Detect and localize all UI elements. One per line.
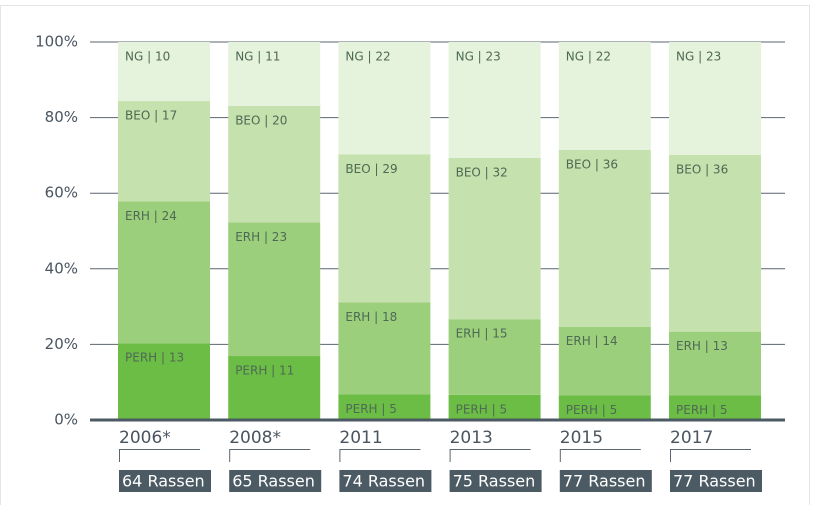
data-label: NG | 22 [345,50,390,64]
data-label: NG | 23 [456,50,501,64]
bar-segment [558,326,651,396]
sample-label: 74 Rassen [342,472,425,491]
sample-label: 64 Rassen [122,472,205,491]
sample-box [339,470,432,492]
x-tick-label: 2015 [560,428,603,448]
y-tick-label: 100% [35,33,78,51]
data-label: ERH | 24 [125,209,177,223]
x-tick-label: 2013 [450,428,493,448]
sample-label: 65 Rassen [232,472,315,491]
data-label: PERH | 5 [345,402,397,416]
data-label: BEO | 17 [125,109,177,123]
bar-segment [558,395,651,420]
bar-segment [448,394,541,420]
data-label: NG | 10 [125,50,170,64]
bar-segment [228,356,321,420]
bar-segment [338,302,431,395]
category-bracket [449,449,531,462]
bar-segment [118,201,210,344]
sample-box [119,470,211,492]
bar-segment [228,105,321,223]
data-label: PERH | 5 [676,403,728,417]
y-tick-label: 80% [45,108,78,126]
bar-segment [118,343,210,420]
data-label: NG | 23 [676,50,721,64]
data-label: PERH | 5 [456,402,508,416]
data-label: BEO | 36 [676,162,728,176]
frame [0,5,810,505]
bar-segment [558,150,651,327]
data-label: BEO | 32 [456,165,508,179]
bar-segment [669,395,761,420]
bar-segment [448,157,541,320]
category-bracket [670,449,751,462]
bar-segment [338,394,431,420]
data-label: ERH | 13 [676,339,728,353]
bar-segment [669,331,761,396]
sample-box [229,470,322,492]
sample-box [670,470,762,492]
sample-box [559,470,652,492]
data-label: PERH | 13 [125,351,184,365]
y-tick-label: 20% [45,335,78,353]
data-label: PERH | 5 [566,403,618,417]
bar-segment [669,154,761,332]
bar-segment [338,154,431,303]
y-tick-label: 0% [54,411,78,429]
x-tick-label: 2006* [119,428,171,448]
sample-label: 77 Rassen [563,472,646,491]
y-tick-label: 60% [45,184,78,202]
category-bracket [229,449,311,462]
sample-label: 77 Rassen [673,472,756,491]
bar-segment [448,42,541,158]
bar-segment [228,222,321,357]
data-label: ERH | 14 [566,334,618,348]
data-label: NG | 22 [566,50,611,64]
category-bracket [559,449,641,462]
data-label: PERH | 11 [235,364,294,378]
x-tick-label: 2017 [670,428,713,448]
category-bracket [119,449,200,462]
bar-segment [228,42,321,106]
data-label: ERH | 23 [235,230,287,244]
bar-segment [118,101,210,202]
bar-segment [448,319,541,395]
sample-box [449,470,542,492]
x-tick-label: 2011 [339,428,382,448]
data-label: ERH | 15 [456,327,508,341]
bar-segment [338,42,431,155]
sample-label: 75 Rassen [453,472,536,491]
category-bracket [339,449,421,462]
data-label: BEO | 29 [345,162,397,176]
y-tick-label: 40% [45,259,78,277]
bar-segment [669,42,761,155]
data-label: BEO | 20 [235,113,287,127]
bar-segment [118,42,210,102]
data-label: NG | 11 [235,50,280,64]
bar-segment [558,42,651,150]
data-label: ERH | 18 [345,310,397,324]
data-label: BEO | 36 [566,158,618,172]
x-tick-label: 2008* [229,428,281,448]
